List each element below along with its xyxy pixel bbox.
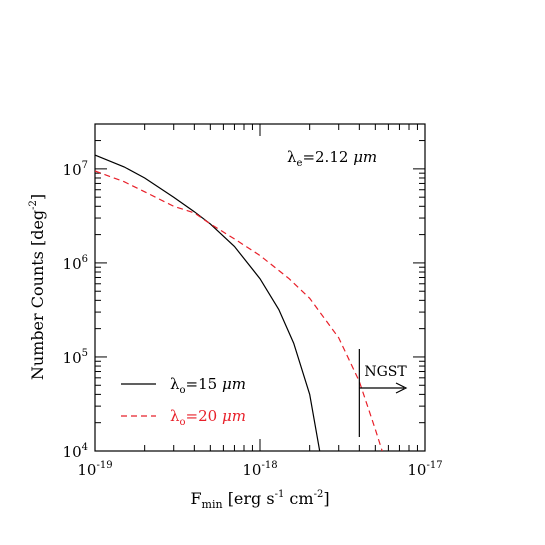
- ngst-arrow-head: [395, 382, 408, 394]
- ngst-label: NGST: [364, 364, 407, 380]
- series-line-20um: [94, 170, 383, 452]
- y-axis-label: Number Counts [deg-2]: [28, 194, 47, 380]
- y-tick-label: 105: [63, 348, 88, 367]
- y-tick-label: 106: [63, 254, 88, 273]
- x-axis-label: Fmin [erg s-1 cm-2]: [190, 489, 329, 511]
- legend: λo=15 μm λo=20 μm: [121, 375, 246, 428]
- lambda-e-annotation: λe=2.12 μm: [287, 148, 377, 169]
- x-tick-label: 10-19: [77, 460, 112, 479]
- x-tick-label: 10-17: [407, 460, 442, 479]
- curves: [94, 154, 383, 452]
- series-line-15um: [94, 154, 321, 452]
- x-tick-label: 10-18: [242, 460, 277, 479]
- plot-frame: [94, 123, 426, 452]
- x-ticks: 10-19 10-18 10-17: [77, 124, 443, 479]
- legend-label-15um: λo=15 μm: [170, 375, 246, 396]
- axis-labels: λe=2.12 μm Fmin [erg s-1 cm-2] Number Coun…: [28, 148, 377, 511]
- y-ticks: 104 105 106 107: [63, 123, 425, 461]
- y-tick-label: 104: [63, 442, 88, 461]
- y-tick-label: 107: [63, 160, 88, 179]
- legend-label-20um: λo=20 μm: [170, 407, 246, 428]
- ngst-marker: NGST: [358, 349, 408, 437]
